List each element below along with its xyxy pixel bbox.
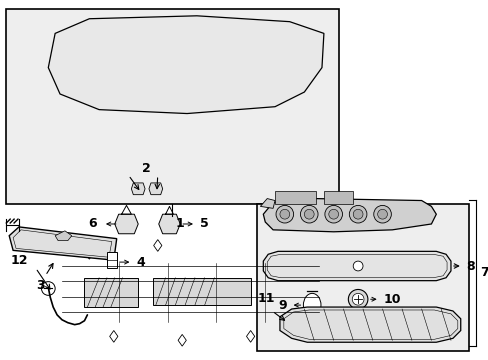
Polygon shape xyxy=(153,240,162,251)
Bar xyxy=(84,278,138,307)
Text: 9: 9 xyxy=(278,298,286,312)
Polygon shape xyxy=(309,287,318,298)
Polygon shape xyxy=(299,329,308,340)
Text: 12: 12 xyxy=(10,254,28,267)
Text: 2: 2 xyxy=(142,162,150,175)
Text: 10: 10 xyxy=(383,293,400,306)
Polygon shape xyxy=(48,16,323,113)
Polygon shape xyxy=(85,247,93,259)
Circle shape xyxy=(41,282,55,295)
Bar xyxy=(153,278,250,305)
Circle shape xyxy=(300,206,317,223)
Circle shape xyxy=(348,206,366,223)
Text: 1: 1 xyxy=(175,217,183,230)
Polygon shape xyxy=(109,330,118,342)
Circle shape xyxy=(304,209,313,219)
Polygon shape xyxy=(263,199,435,232)
Circle shape xyxy=(373,206,390,223)
Polygon shape xyxy=(9,227,117,260)
Text: 3: 3 xyxy=(36,279,45,292)
Circle shape xyxy=(279,209,289,219)
Text: 11: 11 xyxy=(257,292,274,305)
Polygon shape xyxy=(55,231,72,240)
Polygon shape xyxy=(279,307,460,342)
Bar xyxy=(264,278,308,299)
Text: 6: 6 xyxy=(88,217,97,230)
Ellipse shape xyxy=(303,293,320,317)
Circle shape xyxy=(275,206,293,223)
Polygon shape xyxy=(307,257,316,269)
Polygon shape xyxy=(279,333,290,344)
Text: 5: 5 xyxy=(200,217,208,230)
Polygon shape xyxy=(270,243,279,254)
Bar xyxy=(323,191,352,204)
Text: 4: 4 xyxy=(136,256,145,269)
Text: 8: 8 xyxy=(466,260,474,273)
Bar xyxy=(257,204,468,351)
Polygon shape xyxy=(260,199,274,208)
Circle shape xyxy=(324,206,342,223)
Polygon shape xyxy=(115,214,138,234)
Polygon shape xyxy=(246,330,254,342)
Polygon shape xyxy=(149,183,163,195)
Bar xyxy=(6,9,338,204)
Circle shape xyxy=(352,261,362,271)
Circle shape xyxy=(352,209,362,219)
Circle shape xyxy=(377,209,386,219)
Polygon shape xyxy=(263,251,450,281)
Circle shape xyxy=(347,289,367,309)
Polygon shape xyxy=(178,334,186,346)
Text: 7: 7 xyxy=(479,266,488,279)
Circle shape xyxy=(328,209,338,219)
Bar xyxy=(274,191,315,204)
Polygon shape xyxy=(300,316,308,328)
Polygon shape xyxy=(131,183,145,195)
Polygon shape xyxy=(159,214,180,234)
Circle shape xyxy=(351,293,363,305)
Bar xyxy=(107,252,117,268)
